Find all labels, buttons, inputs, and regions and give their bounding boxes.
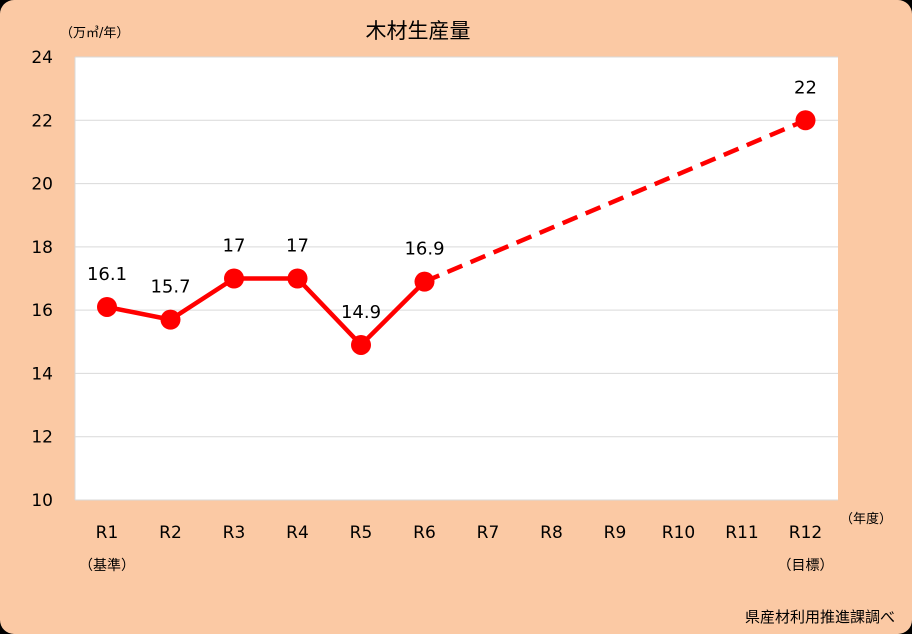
x-category-label: R11 — [725, 523, 758, 543]
x-axis-unit-label: （年度） — [840, 511, 892, 527]
y-tick-label: 10 — [31, 491, 53, 511]
data-point-marker — [160, 309, 181, 330]
y-axis-unit-label: （万㎥/年） — [60, 26, 129, 41]
data-value-label: 17 — [286, 236, 309, 257]
actual-series-line — [106, 276, 427, 348]
x-category-label: R1 — [96, 523, 119, 543]
data-point-marker — [351, 334, 371, 355]
x-category-label: R2 — [159, 523, 182, 543]
series-layer — [97, 110, 816, 355]
data-point-marker — [224, 268, 244, 289]
data-labels: 16.1 15.7 17 17 14.9 16.9 22 — [87, 77, 817, 323]
data-value-label: 14.9 — [341, 302, 381, 323]
x-axis-categories: R1 （基準） R2 R3 R4 R5 R6 R7 R8 R9 R10 R11 R12 （目標） — [79, 523, 834, 574]
gridlines — [74, 56, 838, 501]
x-category-label: R6 — [413, 523, 436, 543]
x-category-label: R4 — [286, 523, 309, 543]
data-value-label: 15.7 — [150, 277, 190, 298]
data-point-marker — [795, 110, 816, 131]
x-category-label: R12 — [789, 523, 822, 543]
y-tick-label: 20 — [31, 175, 53, 195]
y-tick-label: 12 — [31, 428, 53, 448]
plot-area — [75, 57, 838, 500]
y-tick-label: 14 — [31, 364, 53, 384]
data-value-label: 16.9 — [404, 239, 444, 260]
y-axis-ticks: 10 12 14 16 18 20 22 24 — [31, 48, 53, 511]
x-category-label: R8 — [540, 523, 563, 543]
x-category-label: R10 — [662, 523, 695, 543]
data-value-label: 16.1 — [87, 264, 127, 285]
chart-title: 木材生産量 — [366, 19, 471, 43]
data-point-marker — [97, 296, 117, 317]
x-category-label: R3 — [223, 523, 246, 543]
y-tick-label: 16 — [31, 301, 53, 321]
x-category-sublabel: （目標） — [778, 558, 834, 574]
source-note: 県産材利用推進課調べ — [745, 608, 895, 626]
y-tick-label: 18 — [31, 238, 53, 258]
data-value-label: 17 — [223, 236, 246, 257]
data-value-label: 22 — [794, 77, 817, 98]
x-category-label: R5 — [350, 523, 373, 543]
target-dashed-line — [423, 118, 807, 284]
y-tick-label: 22 — [31, 111, 53, 131]
x-category-label: R7 — [477, 523, 500, 543]
x-category-sublabel: （基準） — [79, 557, 135, 574]
data-point-marker — [414, 271, 435, 292]
data-point-marker — [287, 268, 308, 289]
x-category-label: R9 — [604, 523, 627, 543]
y-tick-label: 24 — [31, 48, 53, 68]
